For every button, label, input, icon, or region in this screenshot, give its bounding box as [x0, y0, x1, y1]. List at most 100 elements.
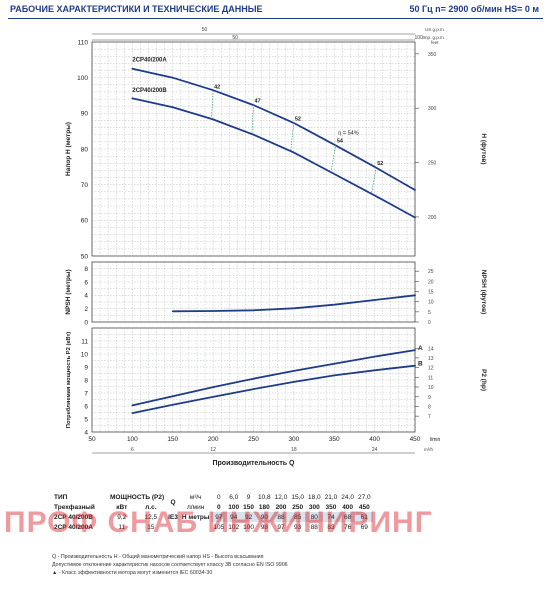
m3h-tick-label: 18	[291, 447, 297, 453]
watermark-text: ПРОФ СНАБ ИНЖИНИРИНГ	[4, 506, 433, 539]
note-line: Допустимое отклонение характеристик насо…	[52, 562, 288, 568]
h-a-7: 83	[327, 523, 335, 531]
series-label: B	[418, 361, 423, 368]
series-line	[131, 97, 416, 219]
efficiency-value: 52	[295, 116, 301, 122]
y-tick-label: 2	[84, 306, 88, 313]
q-m3h-1: 6,0	[229, 493, 239, 501]
right-tick-label: 13	[428, 356, 434, 362]
h-a-5: 93	[294, 523, 302, 531]
h-b-8: 68	[339, 512, 356, 522]
q-m3h-0: 0	[217, 493, 221, 501]
h-a-4: 97	[277, 523, 285, 531]
efficiency-value: 54	[337, 138, 344, 144]
h-b-9: 61	[355, 512, 373, 522]
x-tick-label: 450	[410, 436, 421, 443]
kw-b: 9,2	[117, 513, 127, 521]
q-m3h-5: 15,0	[291, 493, 304, 501]
right-tick-label: 300	[428, 106, 437, 112]
y-tick-label: 11	[81, 338, 88, 345]
q-lmin-6: 300	[308, 503, 320, 511]
y-tick-label: 80	[81, 146, 89, 153]
efficiency-value: 47	[255, 98, 261, 104]
q-unit-lmin: л/мин	[187, 503, 205, 511]
m3h-tick-label: 12	[210, 447, 216, 453]
x-tick-label: 200	[208, 436, 219, 443]
h-a-6: 88	[310, 523, 318, 531]
efficiency-line	[330, 144, 337, 172]
q-lmin-7: 350	[325, 503, 337, 511]
y-axis-label: Напор H (метры)	[65, 122, 72, 176]
q-lmin-5: 250	[292, 503, 304, 511]
y-tick-label: 6	[84, 403, 88, 410]
hp-a: 15	[147, 523, 155, 531]
series-label: A	[418, 345, 423, 352]
efficiency-line	[290, 122, 295, 152]
spec-table: ТИП МОЩНОСТЬ (P2) Q м³/ч 0 6,0 9 10,8 12…	[52, 492, 373, 532]
y-axis-label: Потребляемая мощность P2 (кВт)	[65, 332, 72, 428]
series-line	[131, 349, 416, 407]
h-a-8: 76	[344, 523, 352, 531]
right-tick-label: 0	[428, 320, 431, 326]
y-tick-label: 70	[81, 182, 89, 189]
h-unit: метры	[188, 513, 210, 521]
y-tick-label: 10	[81, 351, 89, 358]
right-tick-label: 10	[428, 300, 434, 306]
h-symbol: H	[181, 513, 187, 521]
h-b-3: 90	[256, 512, 273, 522]
right-tick-label: 7	[428, 414, 431, 420]
y-tick-label: 6	[84, 279, 88, 286]
q-lmin-2: 150	[243, 503, 255, 511]
hp-unit: л.с.	[145, 503, 157, 511]
q-m3h-7: 21,0	[324, 493, 338, 501]
q-lmin-9: 450	[358, 503, 370, 511]
header-divider	[8, 18, 543, 19]
efficiency-value: 42	[214, 85, 220, 91]
h-b-5: 85	[289, 512, 306, 522]
m3h-tick-label: 24	[372, 447, 378, 453]
x-tick-label: 350	[329, 436, 340, 443]
right-tick-label: 8	[428, 404, 431, 410]
h-b-1: 94	[226, 512, 242, 522]
q-m3h-4: 12,0	[274, 493, 288, 501]
efficiency-line	[211, 90, 214, 119]
col-type: ТИП	[54, 493, 68, 501]
q-lmin-1: 100	[228, 503, 240, 511]
x-tick-label: 300	[288, 436, 299, 443]
q-lmin-4: 200	[275, 503, 287, 511]
right-tick-label: 200	[428, 215, 437, 221]
h-b-0: 97	[211, 512, 227, 522]
model-a: 2CP 40/200A	[54, 523, 93, 531]
series-label: 2CP40/200A	[132, 58, 167, 64]
q-m3h-2: 9	[246, 493, 251, 501]
y-tick-label: 8	[84, 377, 88, 384]
h-b-2: 92	[241, 512, 257, 522]
x-axis-label: Производительность Q	[212, 460, 295, 467]
table-header-row: ТИП МОЩНОСТЬ (P2) Q м³/ч 0 6,0 9 10,8 12…	[52, 492, 373, 506]
table-subheader-row: Трехфазный кВт л.с. л/мин 0 100 150 180 …	[52, 502, 373, 512]
header-speed: 50 Гц n= 2900 об/мин HS= 0 м	[409, 4, 539, 14]
y-axis-label-right: H (футов)	[480, 133, 487, 164]
q-lmin-3: 180	[258, 503, 270, 511]
col-power: МОЩНОСТЬ (P2)	[110, 493, 165, 501]
h-b-6: 80	[305, 512, 323, 522]
efficiency-line	[371, 167, 377, 195]
y-tick-label: 4	[84, 429, 88, 436]
efficiency-line	[251, 104, 254, 135]
y-tick-label: 50	[81, 253, 89, 260]
right-tick-label: 10	[428, 385, 434, 391]
header-title: РАБОЧИЕ ХАРАКТЕРИСТИКИ И ТЕХНИЧЕСКИЕ ДАН…	[10, 4, 263, 14]
note-line: ▲ - Класс эффективности мотора могут изм…	[52, 570, 213, 576]
y-tick-label: 9	[84, 364, 88, 371]
series-line	[171, 294, 416, 313]
series-line	[131, 67, 416, 191]
y-tick-label: 110	[78, 39, 89, 46]
note-line: Q - Производительность H - Общий маномет…	[52, 554, 264, 560]
x-tick-label: 250	[248, 436, 259, 443]
y-tick-label: 5	[84, 416, 88, 423]
y-tick-label: 60	[81, 218, 89, 225]
model-b: 2CP 40/200B	[54, 513, 93, 521]
watermark-logo: ПРОФ СНАБ ИНЖИНИРИНГ	[4, 508, 433, 538]
